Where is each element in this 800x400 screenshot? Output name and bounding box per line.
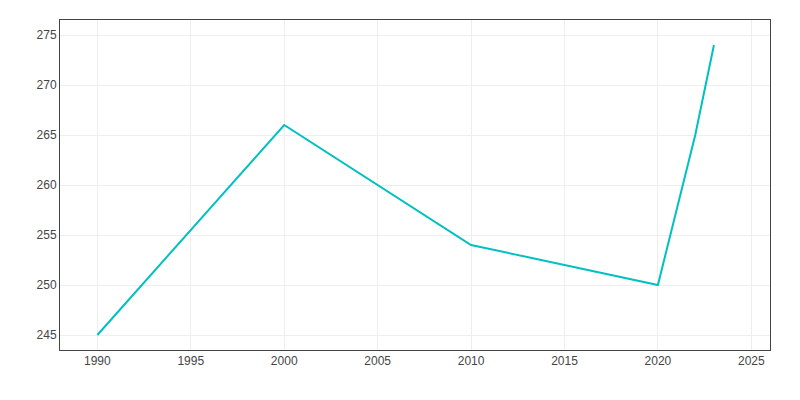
svg-text:2005: 2005 — [364, 354, 391, 368]
svg-text:1995: 1995 — [177, 354, 204, 368]
svg-text:255: 255 — [37, 228, 57, 242]
svg-text:275: 275 — [37, 28, 57, 42]
svg-text:1990: 1990 — [84, 354, 111, 368]
svg-text:250: 250 — [37, 278, 57, 292]
svg-text:245: 245 — [37, 328, 57, 342]
svg-text:265: 265 — [37, 128, 57, 142]
svg-text:270: 270 — [37, 78, 57, 92]
svg-text:260: 260 — [37, 178, 57, 192]
svg-text:2015: 2015 — [551, 354, 578, 368]
svg-text:2000: 2000 — [271, 354, 298, 368]
svg-text:2025: 2025 — [738, 354, 765, 368]
svg-text:2010: 2010 — [458, 354, 485, 368]
svg-text:2020: 2020 — [645, 354, 672, 368]
